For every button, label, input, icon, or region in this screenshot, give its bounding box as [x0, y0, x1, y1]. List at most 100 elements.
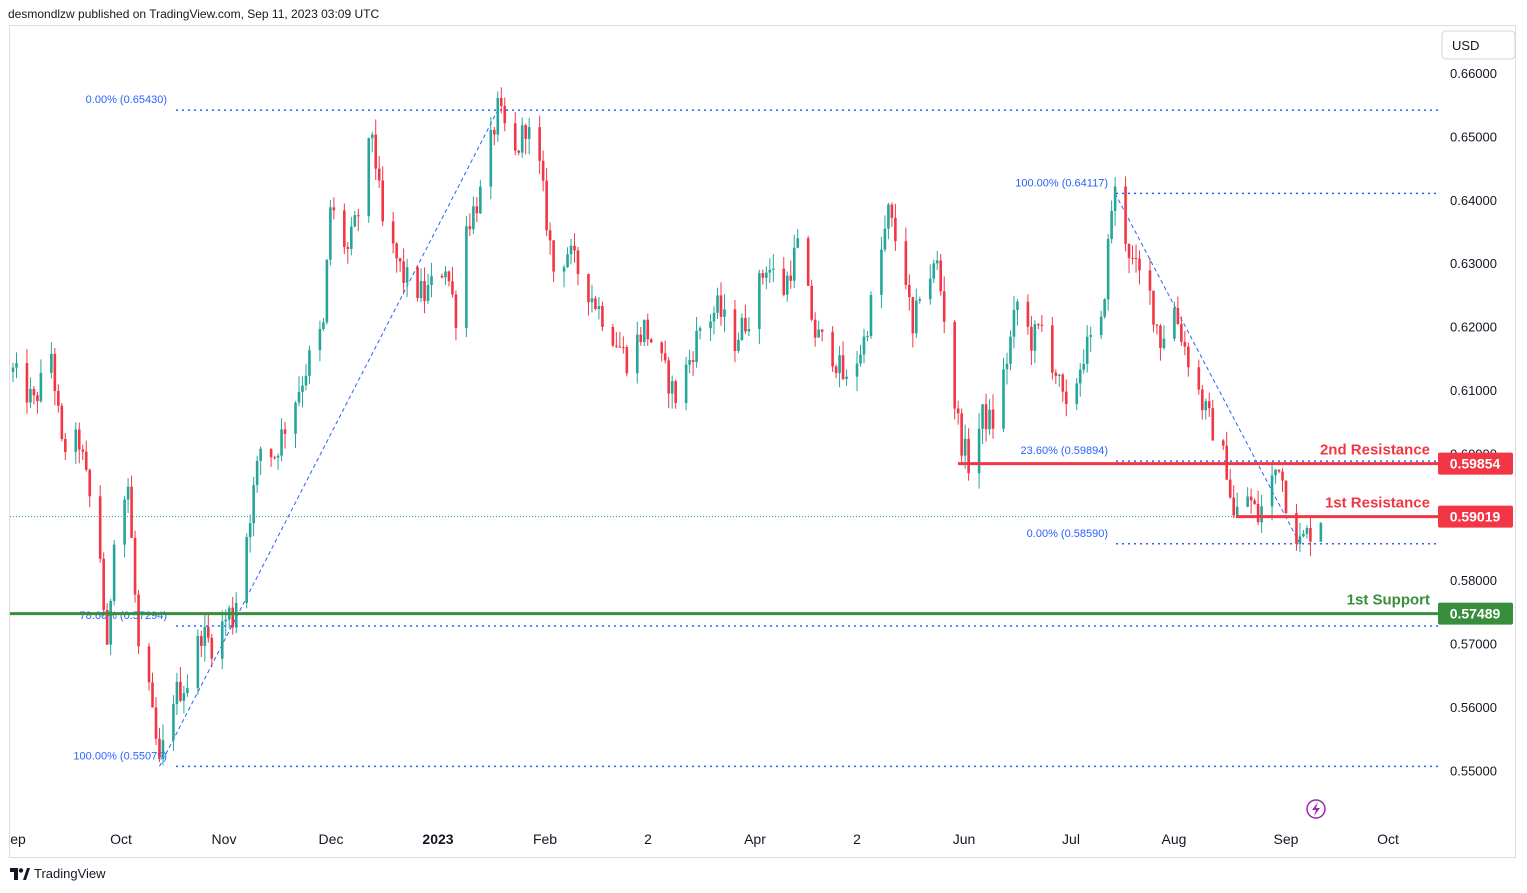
- currency-selector[interactable]: USD: [1441, 30, 1516, 60]
- fib-level-label: 100.00% (0.64117): [1015, 177, 1108, 189]
- candle: [356, 208, 360, 232]
- candle: [1235, 492, 1239, 518]
- candle-body: [984, 404, 988, 430]
- candle: [496, 91, 500, 143]
- candle-body: [1228, 479, 1232, 498]
- candle-body: [1106, 238, 1110, 300]
- candle: [1200, 384, 1204, 420]
- candle: [186, 674, 189, 697]
- candle-body: [841, 355, 845, 380]
- candle-body: [74, 429, 78, 452]
- candle-body: [203, 626, 207, 646]
- candle: [248, 514, 252, 553]
- y-tick-label: 0.62000: [1450, 320, 1497, 335]
- tradingview-logo[interactable]: TradingView: [10, 866, 106, 881]
- candle: [796, 229, 800, 249]
- candle-body: [887, 204, 890, 229]
- candle-body: [64, 438, 67, 452]
- candle-body: [967, 438, 970, 474]
- candle: [883, 215, 887, 252]
- candle-body: [517, 150, 521, 153]
- candle-body: [224, 619, 228, 622]
- candle: [440, 273, 444, 279]
- candle-body: [98, 496, 102, 559]
- candle-body: [981, 404, 984, 429]
- candle: [639, 327, 643, 346]
- candle-body: [252, 485, 255, 524]
- candle-body: [646, 319, 650, 340]
- candle: [789, 260, 793, 289]
- candle-body: [1058, 374, 1061, 376]
- candle-body: [301, 385, 304, 392]
- candle: [1037, 323, 1040, 330]
- candle: [1221, 439, 1225, 451]
- y-tick-label: 0.56000: [1450, 700, 1497, 715]
- candle: [597, 296, 601, 320]
- candle-body: [200, 635, 203, 646]
- candle: [887, 202, 890, 240]
- candle: [1064, 379, 1068, 417]
- candle-body: [1235, 506, 1239, 516]
- candle: [276, 453, 280, 470]
- candle: [1180, 316, 1183, 346]
- currency-label: USD: [1452, 38, 1479, 53]
- candle: [1281, 468, 1284, 493]
- y-tick-label: 0.65000: [1450, 129, 1497, 144]
- lightning-icon[interactable]: [1306, 799, 1326, 819]
- candle-body: [768, 269, 772, 273]
- candle: [981, 404, 984, 444]
- candle-body: [1061, 374, 1065, 392]
- candle: [269, 448, 273, 467]
- candle: [1228, 468, 1232, 499]
- candle: [15, 352, 18, 379]
- candle: [684, 356, 688, 411]
- candle: [1197, 359, 1201, 395]
- candle-body: [398, 258, 402, 262]
- level-price-tag: [1438, 602, 1513, 625]
- fib-level-label: 0.00% (0.58590): [1027, 528, 1108, 540]
- candle-body: [1078, 369, 1082, 384]
- level-name: 2nd Resistance: [1320, 442, 1430, 459]
- candle: [594, 295, 597, 311]
- candle-body: [594, 298, 597, 309]
- candle: [112, 540, 116, 606]
- candle-body: [765, 272, 768, 278]
- candle: [220, 610, 224, 670]
- candle-body: [566, 254, 569, 268]
- candle: [172, 695, 175, 751]
- candle-body: [1183, 341, 1187, 347]
- candle-body: [430, 275, 433, 285]
- candle-body: [649, 339, 653, 343]
- candle-body: [698, 328, 702, 331]
- candle-body: [172, 704, 175, 741]
- candle-body: [744, 317, 747, 332]
- candle: [1033, 320, 1037, 364]
- candle: [343, 203, 346, 254]
- candle: [601, 301, 604, 332]
- chart-frame: [9, 25, 1516, 858]
- candle-body: [245, 537, 248, 603]
- candle: [1159, 323, 1162, 361]
- candle-body: [1131, 257, 1134, 259]
- candle: [1176, 296, 1180, 325]
- candle: [405, 258, 409, 297]
- candle-body: [642, 319, 646, 343]
- candle-body: [740, 317, 744, 340]
- candle: [527, 117, 531, 155]
- candle: [841, 341, 845, 381]
- candle: [625, 344, 629, 377]
- candle-body: [444, 271, 447, 278]
- candle-body: [308, 350, 311, 376]
- candle: [231, 596, 235, 635]
- candle: [566, 247, 569, 268]
- candle-body: [1295, 513, 1298, 544]
- candle: [1256, 490, 1260, 526]
- candle-body: [77, 429, 81, 450]
- candle: [1249, 488, 1253, 514]
- candle-body: [269, 448, 273, 458]
- candle-body: [367, 138, 371, 217]
- candle: [967, 428, 970, 481]
- candle-body: [1180, 324, 1183, 342]
- candle-body: [719, 295, 723, 317]
